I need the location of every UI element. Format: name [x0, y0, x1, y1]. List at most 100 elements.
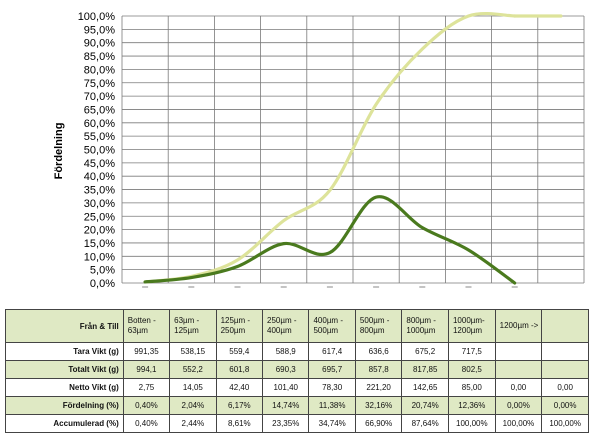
- table-header-cell: 1000µm- 1200µm: [447, 309, 496, 343]
- table-cell: 675,2: [401, 342, 449, 361]
- table-row: Tara Vikt (g) 991,35 538,15 559,4 588,9 617,4…: [5, 342, 589, 361]
- table-cell: 42,40: [215, 378, 264, 397]
- y-tick-label: 40,0%: [84, 171, 115, 183]
- y-tick-label: 65,0%: [84, 104, 115, 116]
- table-cell: 817,85: [401, 360, 449, 379]
- table-header-cell: 63µm -125µm: [169, 309, 217, 343]
- series-line-1: [143, 195, 517, 285]
- table-cell: 559,4: [215, 342, 264, 361]
- table-cell: 601,8: [215, 360, 264, 379]
- row-label: Tara Vikt (g): [5, 342, 124, 361]
- y-tick-label: 70,0%: [84, 91, 115, 103]
- table-cell: 991,35: [122, 342, 171, 361]
- y-tick-label: 90,0%: [84, 38, 115, 50]
- header-line-2: 125µm: [174, 326, 199, 335]
- y-tick-label: 15,0%: [84, 238, 115, 250]
- table-cell: 994,1: [122, 360, 171, 379]
- header-line-2: 1200µm: [452, 326, 483, 335]
- y-axis-label: Fördelning: [53, 123, 65, 180]
- row-label: Netto Vikt (g): [5, 378, 124, 397]
- table-cell: 78,30: [308, 378, 356, 397]
- y-tick-label: 45,0%: [84, 158, 115, 170]
- table-row: Fördelning (%) 0,40% 2,04% 6,17% 14,74% 11,38…: [5, 396, 589, 415]
- table-cell: 142,65: [401, 378, 449, 397]
- y-tick-label: 80,0%: [84, 64, 115, 76]
- sieve-data-table: Från & Till Botten -63µm 63µm -125µm 125µm …: [5, 309, 589, 433]
- table-cell: 802,5: [447, 360, 496, 379]
- row-label: Totalt Vikt (g): [5, 360, 124, 379]
- header-line-1: 125µm -: [220, 316, 251, 325]
- table-cell: 695,7: [308, 360, 356, 379]
- y-tick-label: 55,0%: [84, 131, 115, 143]
- table-header-cell: 500µm -800µm: [354, 309, 403, 343]
- table-header-cell: 125µm -250µm: [215, 309, 264, 343]
- y-tick-label: 75,0%: [84, 78, 115, 90]
- y-tick-label: 20,0%: [84, 225, 115, 237]
- table-cell: 34,74%: [308, 414, 356, 433]
- table-header-cell: 800µm -1000µm: [401, 309, 449, 343]
- header-line-2: 400µm: [267, 326, 292, 335]
- header-line-1: 800µm -: [406, 316, 436, 325]
- y-tick-label: 30,0%: [84, 198, 115, 210]
- header-line-1: 250µm -: [267, 316, 297, 325]
- table-cell: 221,20: [354, 378, 403, 397]
- distribution-chart: 0,0%5,0% 10,0%15,0%20,0% 25,0%30,0%35,0% 40…: [53, 11, 585, 290]
- row-label: Accumulerad (%): [5, 414, 124, 433]
- header-line-2: 250µm: [220, 326, 246, 335]
- table-cell: 100,00%: [541, 414, 589, 433]
- table-header-cell: Botten -63µm: [122, 309, 171, 343]
- y-tick-label: 35,0%: [84, 185, 115, 197]
- table-cell: 538,15: [169, 342, 217, 361]
- table-header-cell: [541, 309, 589, 343]
- y-tick-label: 10,0%: [84, 251, 115, 263]
- table-header-cell: 250µm -400µm: [262, 309, 310, 343]
- chart-series: [143, 11, 563, 285]
- table-cell: 0,00: [494, 378, 543, 397]
- table-cell: 87,64%: [401, 414, 449, 433]
- table-cell: 6,17%: [215, 396, 264, 415]
- header-line-2: 800µm: [359, 326, 385, 335]
- table-cell: 11,38%: [308, 396, 356, 415]
- table-cell: 8,61%: [215, 414, 264, 433]
- y-tick-label: 95,0%: [84, 24, 115, 36]
- table-cell: [541, 342, 589, 361]
- series-line-0: [143, 11, 517, 284]
- y-tick-label: 85,0%: [84, 51, 115, 63]
- table-cell: 66,90%: [354, 414, 403, 433]
- y-tick-label: 100,0%: [78, 11, 116, 23]
- table-cell: 636,6: [354, 342, 403, 361]
- header-line-2: 63µm: [127, 326, 148, 335]
- header-line-1: 500µm -: [359, 316, 390, 325]
- table-cell: 0,00%: [541, 396, 589, 415]
- table-header-row: Från & Till Botten -63µm 63µm -125µm 125µm …: [5, 309, 589, 343]
- table-header-cell: 1200µm ->: [494, 309, 543, 343]
- table-cell: 100,00%: [494, 414, 543, 433]
- table-header-cell: 400µm -500µm: [308, 309, 356, 343]
- table-cell: 717,5: [447, 342, 496, 361]
- header-line-2: 1000µm: [406, 326, 436, 335]
- y-tick-label: 50,0%: [84, 145, 115, 157]
- table-cell: 0,40%: [122, 396, 171, 415]
- table-cell: 0,00: [541, 378, 589, 397]
- y-tick-label: 25,0%: [84, 211, 115, 223]
- header-line-1: 400µm -: [313, 316, 343, 325]
- header-line-2: 500µm: [313, 326, 339, 335]
- table-cell: 12,36%: [447, 396, 496, 415]
- table-cell: 100,00%: [447, 414, 496, 433]
- table-cell: 85,00: [447, 378, 496, 397]
- y-tick-label: 5,0%: [90, 265, 115, 277]
- y-tick-label: 60,0%: [84, 118, 115, 130]
- table-cell: 2,44%: [169, 414, 217, 433]
- header-line-1: Botten -: [127, 316, 156, 325]
- table-cell: 101,40: [262, 378, 310, 397]
- table-row: Totalt Vikt (g) 994,1 552,2 601,8 690,3 695,7…: [5, 360, 589, 379]
- table-row: Accumulerad (%) 0,40% 2,44% 8,61% 23,35% 34,7…: [5, 414, 589, 433]
- table-cell: 552,2: [169, 360, 217, 379]
- table-cell: [494, 360, 543, 379]
- row-label: Fördelning (%): [5, 396, 124, 415]
- y-axis-ticks: 0,0%5,0% 10,0%15,0%20,0% 25,0%30,0%35,0% 40…: [78, 11, 116, 290]
- table-cell: 2,75: [122, 378, 171, 397]
- row-label: Från & Till: [5, 309, 124, 343]
- header-line-1: 1200µm ->: [499, 321, 539, 330]
- table-row: Netto Vikt (g) 2,75 14,05 42,40 101,40 78,30 2…: [5, 378, 589, 397]
